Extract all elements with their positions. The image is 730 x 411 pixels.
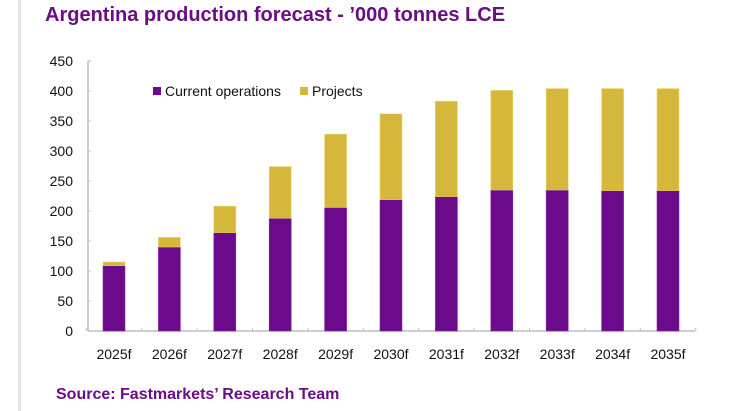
bar-current-operations-2035f [656, 190, 680, 332]
legend-label-current-operations: Current operations [165, 83, 281, 99]
left-border-rule [18, 0, 21, 411]
y-tick-label: 200 [50, 203, 74, 219]
chart-title: Argentina production forecast - ’000 ton… [45, 4, 506, 26]
legend: Current operations Projects [153, 83, 363, 99]
bar-projects-2030f [379, 113, 403, 200]
x-tick-label: 2033f [540, 346, 575, 362]
bar-current-operations-2025f [102, 265, 126, 332]
bar-projects-2027f [213, 205, 237, 233]
x-tick-label: 2025f [96, 346, 131, 362]
x-tick-label: 2031f [429, 346, 464, 362]
bar-current-operations-2029f [324, 207, 347, 332]
x-tick-label: 2032f [484, 346, 519, 362]
x-tick-label: 2030f [373, 346, 408, 362]
bar-projects-2031f [435, 100, 458, 197]
bar-current-operations-2033f [545, 189, 569, 332]
bar-projects-2029f [324, 133, 347, 208]
bar-current-operations-2030f [379, 199, 403, 332]
y-tick-label: 400 [50, 83, 74, 99]
x-tick-label: 2028f [263, 346, 298, 362]
bar-current-operations-2026f [158, 246, 181, 332]
bar-projects-2033f [545, 88, 569, 191]
y-tick-label: 300 [50, 143, 74, 159]
y-tick-label: 150 [50, 233, 74, 249]
x-axis: 2025f 2026f 2027f 2028f 2029f 2030f 2031f 2032f… [85, 328, 697, 362]
bar-current-operations-2032f [490, 189, 514, 332]
bar-current-operations-2031f [435, 196, 458, 332]
x-tick-label: 2029f [318, 346, 353, 362]
y-tick-label: 100 [50, 263, 74, 279]
y-tick-label: 0 [65, 323, 73, 339]
source-note: Source: Fastmarkets’ Research Team [56, 386, 340, 403]
bar-projects-2032f [490, 90, 514, 191]
bar-projects-2028f [268, 166, 292, 219]
y-tick-label: 450 [50, 53, 74, 69]
bar-projects-2035f [656, 88, 680, 191]
y-tick-label: 250 [50, 173, 74, 189]
bar-projects-2026f [158, 237, 181, 248]
legend-swatch-projects [300, 87, 308, 95]
y-tick-label: 350 [50, 113, 74, 129]
bars [102, 88, 680, 332]
y-axis: 0 50 100 150 200 250 300 350 400 450 [50, 53, 91, 339]
legend-label-projects: Projects [312, 83, 363, 99]
legend-swatch-current-operations [153, 87, 161, 95]
x-tick-label: 2026f [152, 346, 187, 362]
bar-current-operations-2034f [601, 190, 624, 332]
x-tick-label: 2027f [207, 346, 242, 362]
bar-projects-2034f [601, 88, 624, 191]
x-tick-label: 2034f [595, 346, 630, 362]
bar-current-operations-2028f [268, 217, 292, 332]
bar-projects-2025f [102, 261, 126, 266]
x-tick-label: 2035f [650, 346, 685, 362]
y-tick-label: 50 [57, 293, 73, 309]
bar-current-operations-2027f [213, 232, 237, 332]
